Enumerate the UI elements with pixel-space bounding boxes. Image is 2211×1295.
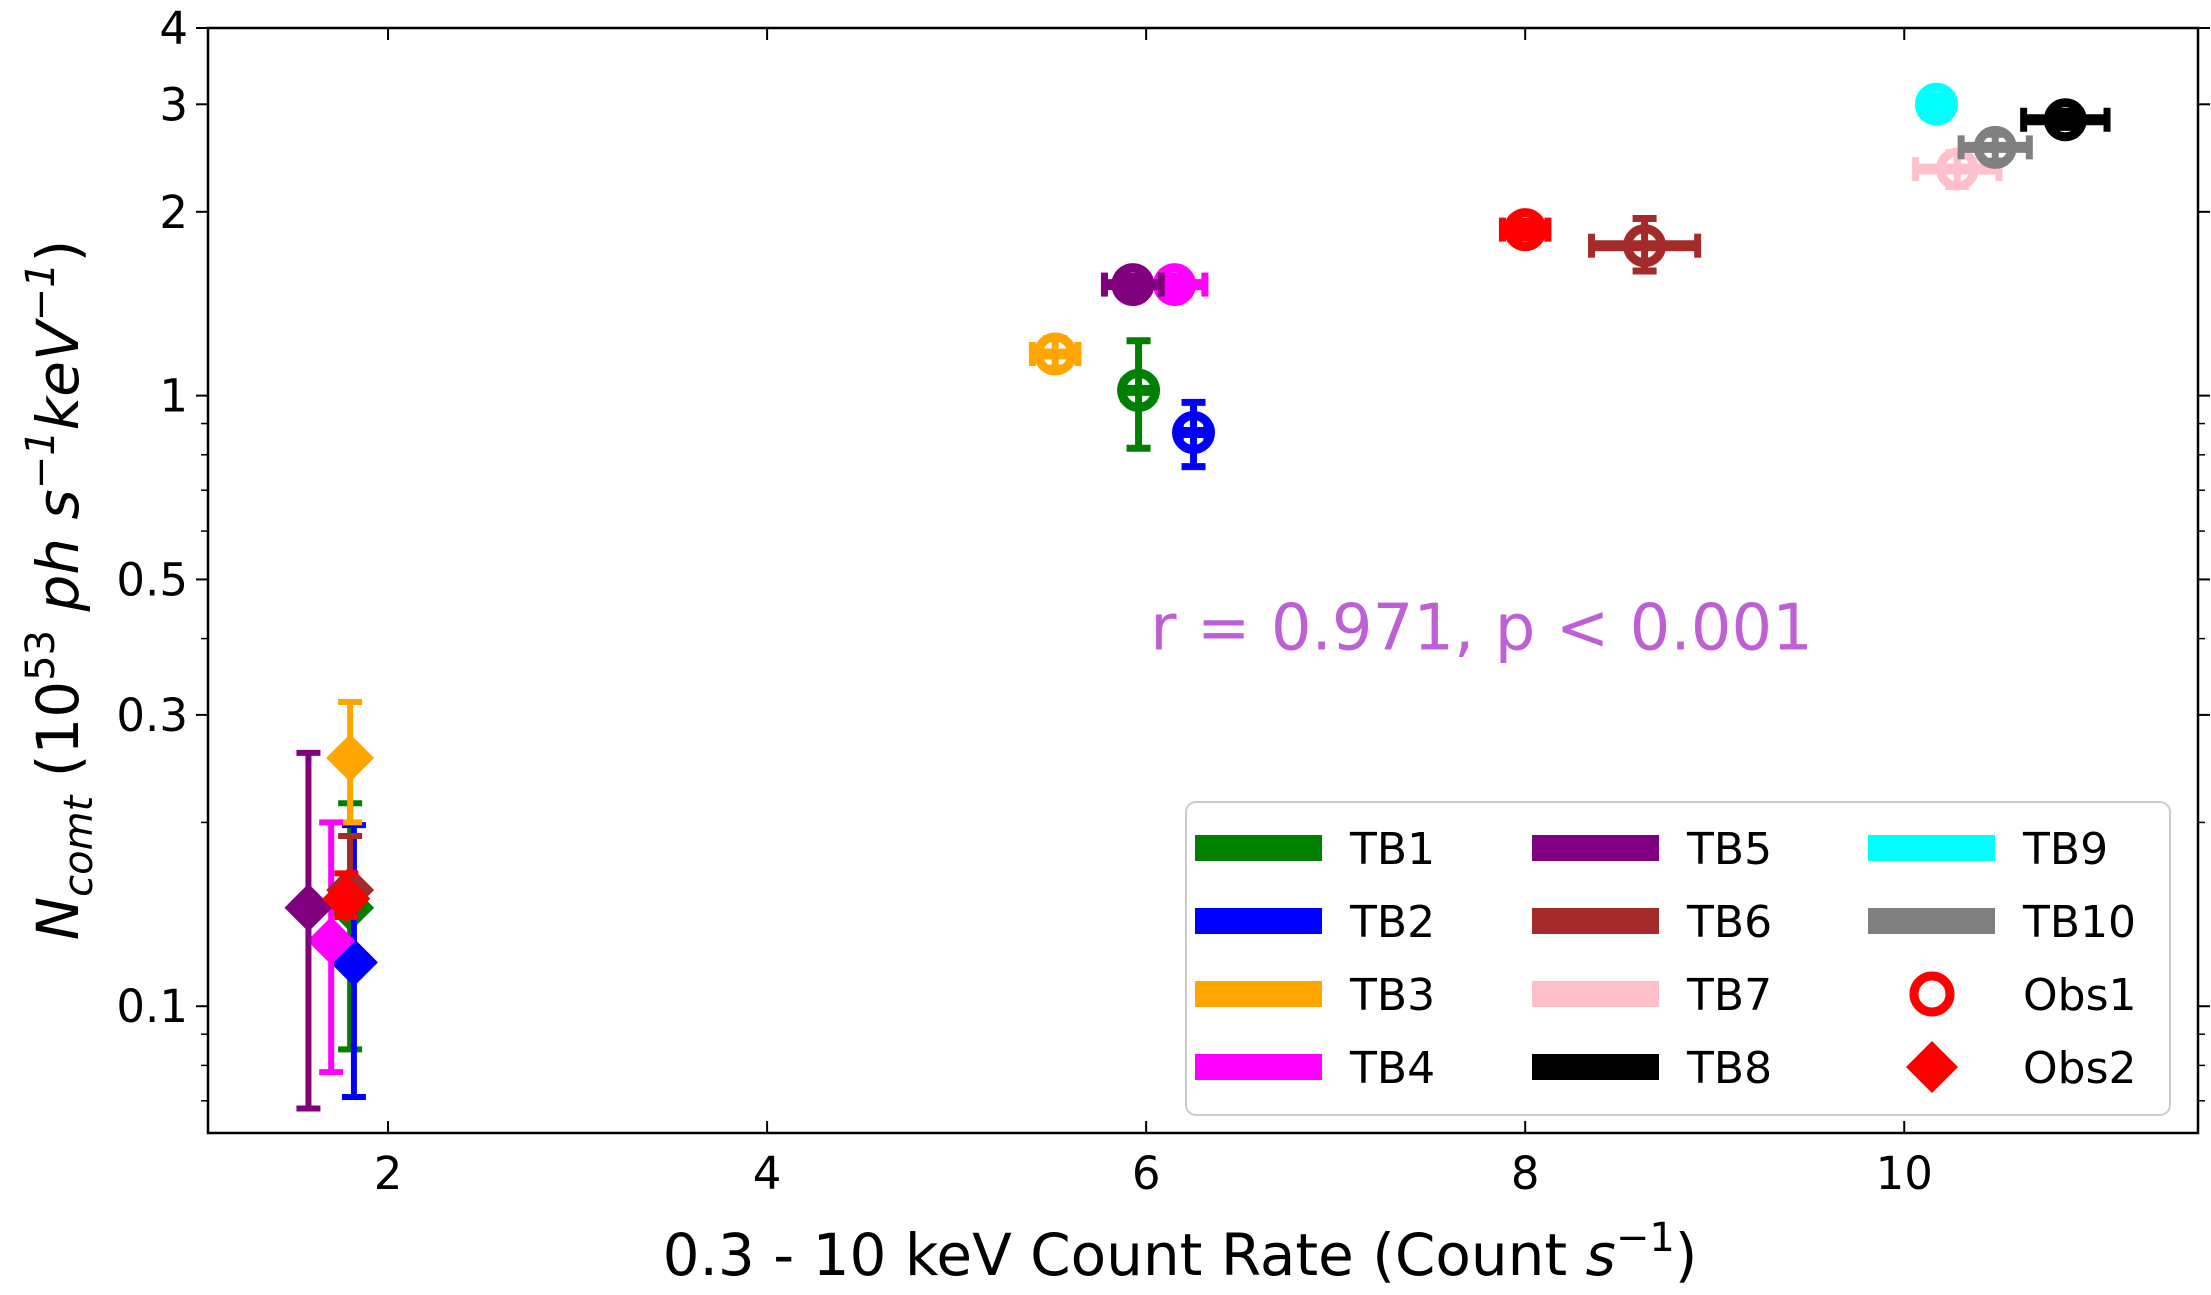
legend-label: TB6 <box>1686 897 1772 948</box>
series-tb6-obs1 <box>1588 215 1702 275</box>
obs2-diamond-point <box>284 883 333 932</box>
legend: TB1 TB2 TB3 TB4 TB5 TB6 TB7 TB8 TB9 TB10 Obs1 Obs2 <box>1185 801 2171 1116</box>
legend-diamond-marker <box>1906 1041 1958 1093</box>
y-tick-label: 1 <box>159 370 188 423</box>
legend-label: TB9 <box>2022 824 2108 875</box>
series-tb3-obs1 <box>1028 332 1082 376</box>
x-tick-label: 4 <box>753 1147 782 1200</box>
legend-entry-tb4: TB4 <box>1195 1043 1435 1094</box>
legend-label: TB10 <box>2022 897 2136 948</box>
legend-entry-tb10: TB10 <box>1868 897 2136 948</box>
x-tick-label: 2 <box>374 1147 403 1200</box>
series-tb8-obs1 <box>2020 98 2111 142</box>
x-tick-label: 8 <box>1511 1147 1540 1200</box>
legend-swatch <box>1868 908 1995 934</box>
y-axis-title: Ncomt (1053 ph s−1keV−1) <box>18 240 102 941</box>
obs1-circle-point <box>1623 224 1667 268</box>
obs1-circle-point <box>1935 147 1979 191</box>
legend-entry-tb6: TB6 <box>1532 897 1772 948</box>
legend-label: TB5 <box>1686 824 1772 875</box>
legend-label: TB1 <box>1349 824 1435 875</box>
legend-label: TB2 <box>1349 897 1435 948</box>
series-tb2-obs1 <box>1172 398 1216 471</box>
legend-label: TB8 <box>1686 1043 1772 1094</box>
obs2-diamond-point <box>307 916 356 965</box>
legend-entry-obs2: Obs2 <box>1906 1041 2136 1094</box>
y-tick-label: 0.5 <box>116 553 188 606</box>
obs2-diamond-point <box>322 874 371 923</box>
obs1-circle-point <box>1914 82 1958 126</box>
legend-entry-obs1: Obs1 <box>1909 970 2136 1021</box>
legend-swatch <box>1868 835 1995 861</box>
legend-entry-tb3: TB3 <box>1195 970 1435 1021</box>
x-tick-label: 6 <box>1132 1147 1161 1200</box>
obs1-circle-point <box>2043 98 2087 142</box>
plot-marks <box>284 82 2111 1112</box>
series-tb11 <box>322 870 371 923</box>
y-tick-label: 4 <box>159 2 188 55</box>
legend-swatch <box>1532 1054 1659 1080</box>
legend-swatch <box>1532 908 1659 934</box>
legend-circle-marker <box>1909 971 1955 1017</box>
axis-ticks: 2 4 6 8 10 0.1 0.3 0.5 1 2 3 4 <box>116 2 2210 1200</box>
legend-swatch <box>1532 981 1659 1007</box>
series-tb9-obs1 <box>1914 82 1958 126</box>
legend-entry-tb2: TB2 <box>1195 897 1435 948</box>
y-tick-label: 0.1 <box>116 980 188 1033</box>
legend-swatch <box>1532 835 1659 861</box>
legend-swatch <box>1195 1054 1322 1080</box>
obs2-diamond-point <box>326 733 375 782</box>
obs1-circle-point <box>1117 368 1161 412</box>
legend-entry-tb1: TB1 <box>1195 824 1435 875</box>
legend-label: TB7 <box>1686 970 1772 1021</box>
series-tb5 <box>284 749 333 1112</box>
obs1-circle-point <box>1033 332 1077 376</box>
y-tick-label: 0.3 <box>116 689 188 742</box>
legend-entry-tb7: TB7 <box>1532 970 1772 1021</box>
obs1-circle-point <box>1172 411 1216 455</box>
obs1-circle-point <box>1111 263 1155 307</box>
series-tb4 <box>307 819 356 1076</box>
legend-entry-tb9: TB9 <box>1868 824 2108 875</box>
series-tb11-obs1 <box>1498 208 1552 252</box>
y-tick-label: 2 <box>159 186 188 239</box>
obs1-circle-point <box>1973 125 2017 169</box>
legend-label: Obs2 <box>2023 1043 2136 1094</box>
legend-swatch <box>1195 908 1322 934</box>
x-axis-title: 0.3 - 10 keV Count Rate (Count s−1) <box>663 1215 1698 1289</box>
plot-frame <box>206 26 2200 1135</box>
legend-swatch <box>1195 835 1322 861</box>
legend-swatch <box>1195 981 1322 1007</box>
legend-entry-tb8: TB8 <box>1532 1043 1772 1094</box>
correlation-annotation: r = 0.971, p < 0.001 <box>1150 592 1813 666</box>
y-tick-label: 3 <box>159 78 188 131</box>
series-tb2 <box>329 822 378 1101</box>
legend-label: TB3 <box>1349 970 1435 1021</box>
series-tb3 <box>326 698 375 826</box>
legend-label: Obs1 <box>2023 970 2136 1021</box>
series-tb1-obs1 <box>1117 337 1161 452</box>
obs1-circle-point <box>1503 208 1547 252</box>
series-tb10-obs1 <box>1957 125 2033 169</box>
legend-box <box>1185 801 2171 1116</box>
legend-entry-tb5: TB5 <box>1532 824 1772 875</box>
legend-label: TB4 <box>1349 1043 1435 1094</box>
x-tick-label: 10 <box>1876 1147 1933 1200</box>
series-tb5-obs1 <box>1100 263 1165 307</box>
